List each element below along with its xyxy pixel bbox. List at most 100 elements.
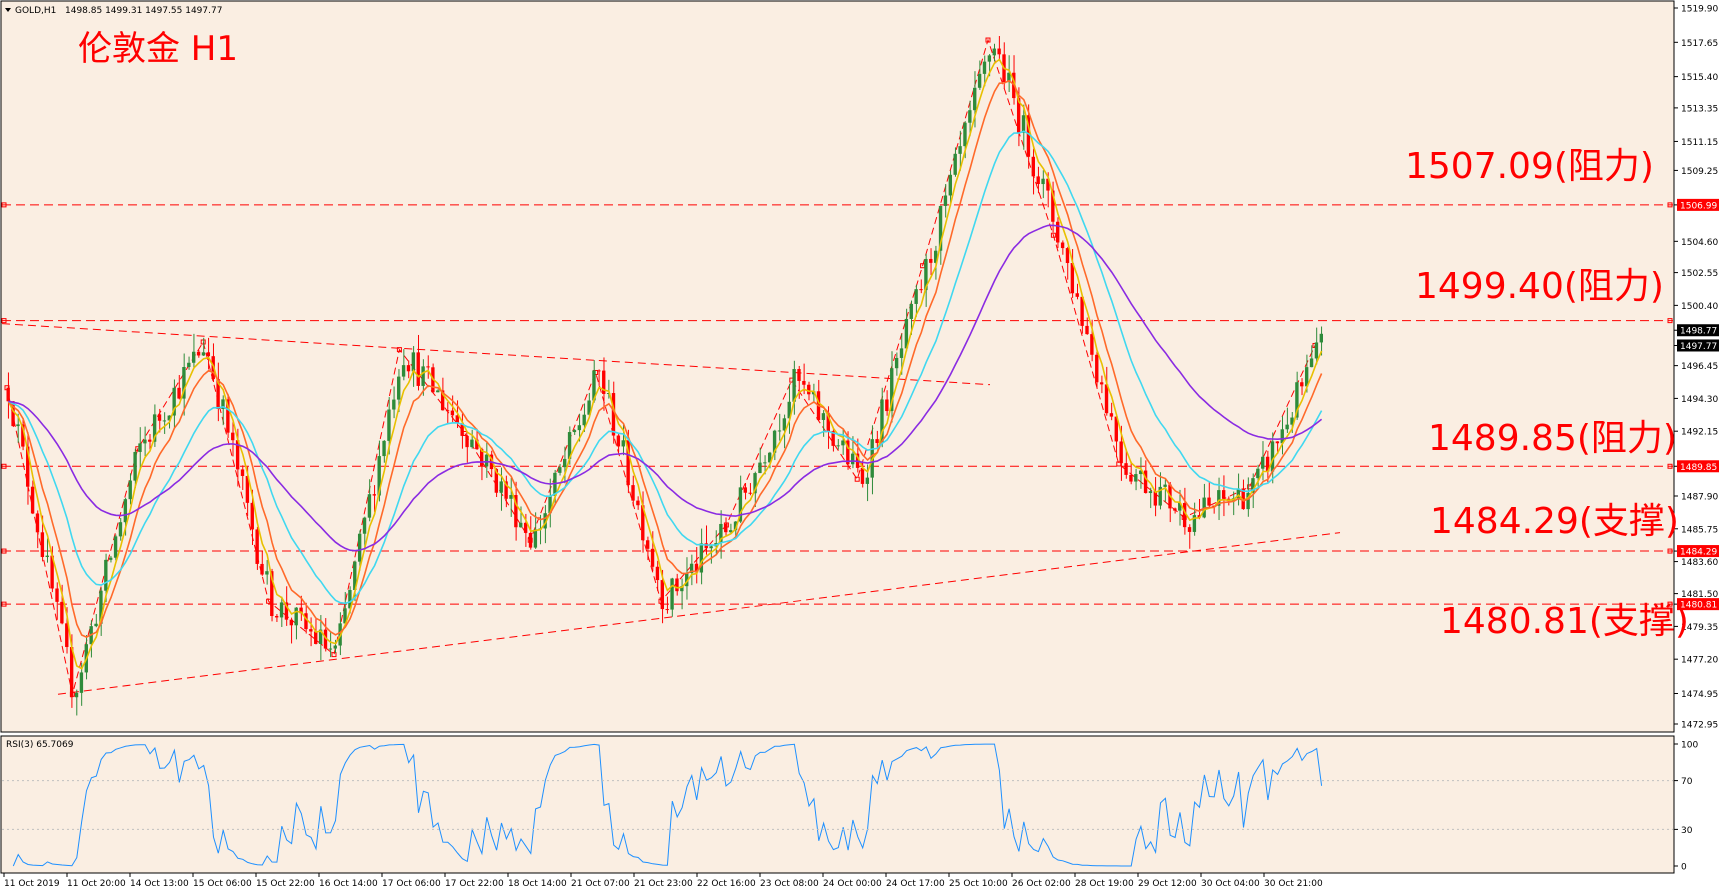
- candle-body: [685, 572, 689, 587]
- price-tick-label: 1509.25: [1681, 167, 1718, 177]
- moving-average-line: [8, 224, 1323, 552]
- candle-body: [865, 477, 870, 484]
- dropdown-triangle-icon[interactable]: [5, 8, 11, 12]
- candle-body: [1036, 176, 1040, 185]
- candle-body: [299, 607, 303, 614]
- time-tick-label: 23 Oct 08:00: [760, 879, 819, 889]
- price-tick-label: 1513.35: [1681, 104, 1718, 114]
- candle-body: [475, 439, 479, 450]
- candle-body: [504, 481, 508, 499]
- price-panel: [0, 0, 1675, 733]
- candle-body: [138, 443, 142, 452]
- time-tick-label: 30 Oct 21:00: [1264, 879, 1323, 889]
- level-anchor: [1667, 601, 1673, 607]
- candle-body: [480, 449, 484, 467]
- candle-body: [348, 590, 352, 609]
- candle-body: [397, 376, 401, 400]
- candle-body: [148, 439, 152, 442]
- candle-body: [1099, 382, 1104, 385]
- candle-body: [362, 517, 367, 534]
- price-tag-bg: [1677, 598, 1719, 611]
- price-tick-label: 1472.95: [1681, 721, 1718, 731]
- candle-body: [880, 399, 884, 444]
- candle-body: [733, 521, 738, 531]
- candle-body: [382, 440, 386, 457]
- candle-body: [1026, 115, 1031, 157]
- candle-body: [255, 529, 259, 564]
- candle-body: [509, 495, 513, 499]
- level-anchor: [1667, 463, 1673, 469]
- zigzag-node: [1116, 461, 1122, 467]
- candle-body: [1080, 296, 1084, 326]
- candle-body: [21, 424, 25, 447]
- candle-body: [543, 513, 547, 529]
- candle-body: [763, 462, 767, 464]
- level-anchor: [1, 463, 7, 469]
- candle-body: [1295, 382, 1299, 418]
- candle-body: [99, 590, 103, 624]
- price-tag-label: 1506.99: [1680, 201, 1717, 211]
- candle-body: [836, 445, 840, 447]
- candle-body: [1256, 468, 1260, 479]
- candle-body: [94, 623, 98, 627]
- candle-body: [201, 352, 206, 356]
- candle-body: [592, 370, 596, 401]
- candle-body: [943, 195, 948, 206]
- candle-body: [719, 523, 723, 544]
- price-tag-label: 1498.77: [1680, 327, 1717, 337]
- candle-body: [445, 410, 450, 412]
- candle-body: [265, 571, 269, 575]
- candle-body: [1119, 441, 1123, 464]
- candle-body: [162, 420, 167, 422]
- candle-body: [1143, 470, 1148, 494]
- candle-body: [821, 413, 826, 420]
- price-tick-label: 1511.15: [1681, 138, 1718, 148]
- candle-body: [611, 393, 616, 436]
- candle-body: [850, 453, 855, 465]
- candle-body: [724, 523, 728, 533]
- candle-body: [626, 440, 630, 486]
- candle-body: [196, 351, 201, 356]
- candle-body: [333, 645, 337, 649]
- candle-body: [602, 370, 606, 394]
- time-tick-label: 22 Oct 16:00: [697, 879, 756, 889]
- candle-body: [958, 146, 962, 154]
- ohlc-label: 1498.85 1499.31 1497.55 1497.77: [65, 6, 222, 16]
- candle-body: [728, 530, 733, 533]
- time-tick-label: 18 Oct 14:00: [508, 879, 567, 889]
- time-tick-label: 29 Oct 12:00: [1138, 879, 1197, 889]
- time-tick-label: 15 Oct 22:00: [256, 879, 315, 889]
- candle-body: [143, 439, 147, 444]
- candle-body: [289, 619, 294, 626]
- candle-body: [465, 435, 469, 448]
- price-axis: 1519.90 1517.65 1515.40 1513.35 1511.15 1509.…: [2, 5, 1719, 873]
- candle-body: [69, 647, 74, 698]
- price-tag-label: 1480.81: [1680, 601, 1717, 611]
- candle-body: [6, 387, 10, 402]
- candle-body: [1319, 333, 1323, 343]
- candle-body: [523, 522, 528, 533]
- price-tick-label: 1517.65: [1681, 39, 1718, 49]
- candle-body: [680, 586, 684, 592]
- price-tag-bg: [1677, 324, 1719, 337]
- candle-body: [172, 387, 176, 416]
- candle-body: [933, 250, 938, 263]
- candle-body: [206, 352, 211, 357]
- candle-body: [1114, 416, 1118, 442]
- price-tag-bg: [1677, 460, 1719, 473]
- time-tick-label: 16 Oct 14:00: [319, 879, 378, 889]
- level-annotations: 1507.09(阻力) 1499.40(阻力) 1489.85(阻力) 1484.29…: [1405, 146, 1689, 642]
- candle-body: [392, 399, 396, 410]
- candle-body: [885, 399, 889, 412]
- candle-body: [953, 153, 957, 175]
- candle-body: [16, 424, 20, 427]
- candle-body: [572, 430, 577, 433]
- candle-body: [709, 546, 713, 549]
- chart-header: GOLD,H1 1498.85 1499.31 1497.55 1497.77: [5, 6, 222, 16]
- candle-body: [104, 559, 108, 591]
- level-anchor: [1667, 318, 1673, 324]
- level-anchor: [1, 601, 7, 607]
- candle-body: [1056, 221, 1060, 243]
- candle-body: [1060, 242, 1065, 249]
- trend-line: [57, 532, 1341, 695]
